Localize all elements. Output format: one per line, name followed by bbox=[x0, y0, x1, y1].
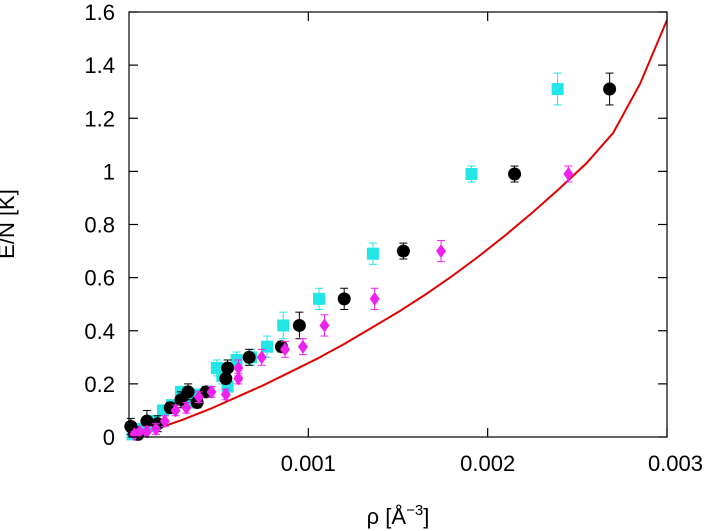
data-point bbox=[369, 291, 380, 306]
data-point bbox=[170, 403, 181, 418]
curve-layer bbox=[129, 19, 667, 437]
data-point bbox=[140, 414, 154, 428]
data-point bbox=[280, 342, 291, 357]
data-point bbox=[292, 318, 306, 332]
data-point bbox=[261, 340, 274, 353]
y-tick-label: 0 bbox=[103, 425, 115, 450]
data-point bbox=[277, 319, 290, 332]
y-tick-label: 1 bbox=[103, 159, 115, 184]
data-point bbox=[396, 244, 410, 258]
data-point bbox=[141, 424, 152, 439]
y-tick-label: 1.2 bbox=[84, 106, 115, 131]
data-point bbox=[508, 167, 522, 181]
y-tick-label: 0.4 bbox=[84, 319, 115, 344]
y-axis-title: E/N [K] bbox=[0, 189, 19, 259]
y-tick-label: 1.4 bbox=[84, 53, 115, 78]
x-tick-label: 0.003 bbox=[648, 451, 703, 476]
data-point bbox=[563, 167, 574, 182]
plot-frame bbox=[128, 11, 668, 438]
points-layer bbox=[124, 72, 617, 442]
data-point bbox=[465, 168, 478, 181]
data-point bbox=[551, 83, 564, 96]
x-axis-title: ρ [Å−3] bbox=[367, 502, 430, 529]
data-point bbox=[134, 424, 145, 439]
data-point bbox=[181, 400, 192, 415]
data-point bbox=[297, 339, 308, 354]
data-point bbox=[220, 387, 231, 402]
y-tick-label: 0.2 bbox=[84, 372, 115, 397]
x-tick-label: 0.002 bbox=[460, 451, 515, 476]
data-point bbox=[206, 384, 217, 399]
data-point bbox=[603, 82, 617, 96]
data-point bbox=[337, 292, 351, 306]
fit-curve bbox=[129, 19, 667, 437]
data-point bbox=[233, 360, 244, 375]
data-point bbox=[242, 350, 256, 364]
data-point bbox=[150, 422, 161, 437]
y-tick-label: 1.6 bbox=[84, 0, 115, 25]
data-point bbox=[233, 371, 244, 386]
data-point bbox=[181, 385, 195, 399]
series-square bbox=[126, 72, 564, 441]
data-point bbox=[221, 361, 235, 375]
series-diamond bbox=[129, 165, 574, 442]
y-tick-label: 0.8 bbox=[84, 213, 115, 238]
data-point bbox=[436, 244, 447, 259]
data-point bbox=[219, 372, 233, 386]
data-point bbox=[319, 318, 330, 333]
y-tick-label: 0.6 bbox=[84, 266, 115, 291]
data-point bbox=[256, 350, 267, 365]
data-point bbox=[366, 247, 379, 260]
data-point bbox=[313, 292, 326, 305]
ticks-layer: 0 0.2 0.4 0.6 0.8 1 1.2 1.4 1.6 0.001 0.002 0.003 bbox=[84, 0, 703, 476]
data-point bbox=[159, 414, 170, 429]
x-tick-label: 0.001 bbox=[281, 451, 336, 476]
data-point bbox=[193, 390, 204, 405]
